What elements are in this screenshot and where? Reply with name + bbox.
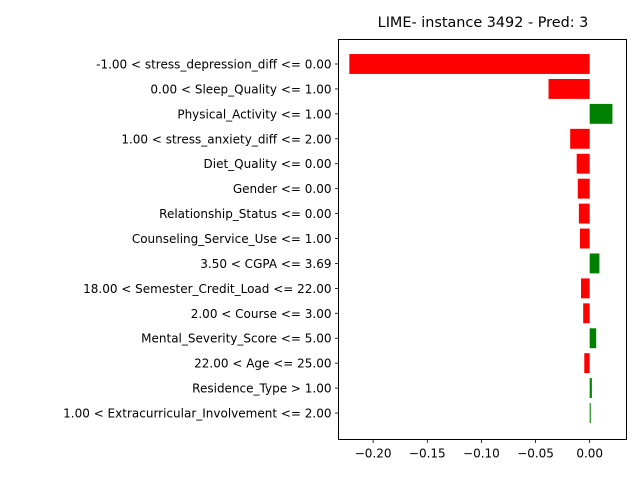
x-tick-label: −0.05 [517,447,554,461]
category-label: 22.00 < Age <= 25.00 [194,357,331,371]
bar [583,303,590,324]
category-label: 3.50 < CGPA <= 3.69 [200,257,331,271]
category-label: Relationship_Status <= 0.00 [159,207,331,221]
bar [570,128,590,149]
x-ticks-group: −0.20 −0.15 −0.10 −0.05 0.00 [355,439,603,461]
chart-title: LIME- instance 3492 - Pred: 3 [378,15,589,31]
category-label: Physical_Activity <= 1.00 [177,107,331,121]
category-label: Counseling_Service_Use <= 1.00 [132,232,332,246]
bar [579,228,590,249]
category-label: 1.00 < stress_anxiety_diff <= 2.00 [121,132,331,146]
bar [589,328,597,349]
x-tick-label: 0.00 [576,447,603,461]
x-tick-label: −0.20 [355,447,392,461]
category-label: Gender <= 0.00 [233,182,332,196]
bar [584,353,590,374]
category-label: -1.00 < stress_depression_diff <= 0.00 [96,58,331,72]
category-label: 2.00 < Course <= 3.00 [191,307,332,321]
category-label: Diet_Quality <= 0.00 [204,157,332,171]
bar [548,78,590,99]
bar [589,403,591,423]
bar [578,203,590,224]
bars-group [349,54,613,423]
x-tick-label: −0.10 [463,447,500,461]
bar [589,378,592,399]
category-label: 1.00 < Extracurricular_Involvement <= 2.… [63,407,331,421]
bar [349,54,590,74]
plot-frame [338,39,627,440]
category-label: Residence_Type > 1.00 [192,382,331,396]
category-label: Mental_Severity_Score <= 5.00 [141,332,331,346]
category-labels-group: -1.00 < stress_depression_diff <= 0.00 0.… [63,58,339,421]
category-label: 0.00 < Sleep_Quality <= 1.00 [150,82,331,96]
bar [576,153,590,174]
bar [581,278,590,299]
bar [589,253,600,274]
x-tick-label: −0.15 [409,447,446,461]
bar [577,178,590,199]
category-label: 18.00 < Semester_Credit_Load <= 22.00 [83,282,331,296]
bar [589,103,613,124]
